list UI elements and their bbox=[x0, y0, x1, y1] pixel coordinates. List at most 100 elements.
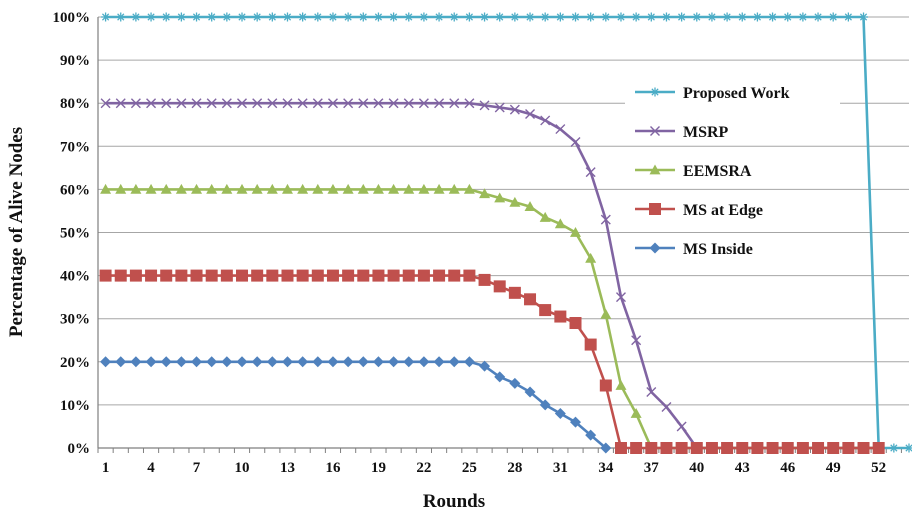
data-point-ms-at-edge bbox=[858, 442, 870, 454]
data-point-ms-at-edge bbox=[312, 270, 324, 282]
y-tick-label: 50% bbox=[60, 226, 90, 242]
data-point-proposed-work bbox=[283, 13, 292, 22]
data-point-proposed-work bbox=[238, 13, 247, 22]
data-point-ms-at-edge bbox=[797, 442, 809, 454]
x-tick-label: 40 bbox=[689, 460, 704, 476]
data-point-ms-at-edge bbox=[206, 270, 218, 282]
data-point-ms-at-edge bbox=[600, 380, 612, 392]
data-point-ms-at-edge bbox=[539, 304, 551, 316]
data-point-ms-at-edge bbox=[645, 442, 657, 454]
data-point-proposed-work bbox=[480, 13, 489, 22]
data-point-ms-at-edge bbox=[615, 442, 627, 454]
data-point-proposed-work bbox=[177, 13, 186, 22]
legend-swatch-marker bbox=[651, 88, 660, 97]
legend: Proposed Work MSRP EEMSRA MS at Edge MS Insi… bbox=[625, 78, 840, 262]
y-tick-label: 0% bbox=[68, 441, 91, 457]
data-point-ms-at-edge bbox=[357, 270, 369, 282]
data-point-ms-at-edge bbox=[873, 442, 885, 454]
legend-item-msrp: MSRP bbox=[625, 117, 840, 145]
legend-item-ms-inside: MS Inside bbox=[625, 234, 840, 262]
data-point-ms-at-edge bbox=[721, 442, 733, 454]
data-point-proposed-work bbox=[692, 13, 701, 22]
data-point-ms-at-edge bbox=[372, 270, 384, 282]
legend-item-ms-at-edge: MS at Edge bbox=[625, 195, 840, 223]
data-point-ms-at-edge bbox=[570, 317, 582, 329]
data-point-ms-at-edge bbox=[115, 270, 127, 282]
data-point-proposed-work bbox=[253, 13, 262, 22]
data-point-proposed-work bbox=[662, 13, 671, 22]
data-point-ms-at-edge bbox=[812, 442, 824, 454]
data-point-ms-at-edge bbox=[827, 442, 839, 454]
data-point-proposed-work bbox=[435, 13, 444, 22]
data-point-ms-at-edge bbox=[479, 274, 491, 286]
data-point-proposed-work bbox=[495, 13, 504, 22]
data-point-ms-at-edge bbox=[736, 442, 748, 454]
data-point-proposed-work bbox=[268, 13, 277, 22]
x-tick-label: 16 bbox=[325, 460, 341, 476]
data-point-proposed-work bbox=[889, 444, 898, 453]
x-tick-label: 43 bbox=[735, 460, 750, 476]
data-point-ms-at-edge bbox=[842, 442, 854, 454]
legend-item-proposed-work: Proposed Work bbox=[625, 78, 840, 106]
y-tick-label: 90% bbox=[60, 53, 90, 69]
data-point-ms-at-edge bbox=[266, 270, 278, 282]
data-point-proposed-work bbox=[313, 13, 322, 22]
y-axis-title: Percentage of Alive Nodes bbox=[6, 127, 27, 337]
legend-label: MS Inside bbox=[683, 241, 753, 258]
data-point-proposed-work bbox=[677, 13, 686, 22]
data-point-proposed-work bbox=[389, 13, 398, 22]
x-tick-label: 46 bbox=[780, 460, 796, 476]
data-point-ms-at-edge bbox=[342, 270, 354, 282]
data-point-ms-at-edge bbox=[221, 270, 233, 282]
y-tick-label: 40% bbox=[60, 269, 90, 285]
data-point-proposed-work bbox=[450, 13, 459, 22]
x-tick-label: 10 bbox=[235, 460, 250, 476]
x-axis-title: Rounds bbox=[423, 491, 485, 512]
x-tick-label: 28 bbox=[507, 460, 522, 476]
data-point-proposed-work bbox=[147, 13, 156, 22]
data-point-proposed-work bbox=[328, 13, 337, 22]
legend-label: Proposed Work bbox=[683, 85, 790, 102]
data-point-ms-at-edge bbox=[751, 442, 763, 454]
data-point-ms-at-edge bbox=[236, 270, 248, 282]
x-tick-label: 34 bbox=[598, 460, 614, 476]
data-point-ms-at-edge bbox=[160, 270, 172, 282]
data-point-proposed-work bbox=[374, 13, 383, 22]
data-point-ms-at-edge bbox=[175, 270, 187, 282]
y-tick-label: 20% bbox=[60, 355, 90, 371]
data-point-ms-at-edge bbox=[676, 442, 688, 454]
data-point-ms-at-edge bbox=[433, 270, 445, 282]
y-tick-label: 100% bbox=[53, 10, 91, 26]
y-tick-label: 10% bbox=[60, 398, 90, 414]
y-tick-label: 30% bbox=[60, 312, 90, 328]
data-point-ms-at-edge bbox=[130, 270, 142, 282]
data-point-ms-at-edge bbox=[767, 442, 779, 454]
data-point-ms-at-edge bbox=[585, 339, 597, 351]
data-point-proposed-work bbox=[207, 13, 216, 22]
data-point-ms-at-edge bbox=[782, 442, 794, 454]
data-point-proposed-work bbox=[344, 13, 353, 22]
legend-item-eemsra: EEMSRA bbox=[625, 156, 840, 184]
data-point-ms-at-edge bbox=[706, 442, 718, 454]
legend-label: MS at Edge bbox=[683, 202, 763, 219]
data-point-ms-at-edge bbox=[100, 270, 112, 282]
data-point-ms-at-edge bbox=[630, 442, 642, 454]
x-tick-label: 4 bbox=[147, 460, 155, 476]
data-point-proposed-work bbox=[192, 13, 201, 22]
x-tick-label: 19 bbox=[371, 460, 386, 476]
data-point-ms-at-edge bbox=[403, 270, 415, 282]
data-point-proposed-work bbox=[162, 13, 171, 22]
legend-label: EEMSRA bbox=[683, 163, 752, 180]
data-point-ms-at-edge bbox=[660, 442, 672, 454]
data-point-ms-at-edge bbox=[554, 311, 566, 323]
x-tick-label: 49 bbox=[826, 460, 841, 476]
data-point-proposed-work bbox=[404, 13, 413, 22]
legend-swatch-marker bbox=[649, 203, 661, 215]
x-tick-label: 31 bbox=[553, 460, 568, 476]
data-point-ms-at-edge bbox=[281, 270, 293, 282]
data-point-ms-at-edge bbox=[191, 270, 203, 282]
data-point-ms-at-edge bbox=[691, 442, 703, 454]
data-point-ms-at-edge bbox=[448, 270, 460, 282]
y-tick-label: 70% bbox=[60, 139, 90, 155]
